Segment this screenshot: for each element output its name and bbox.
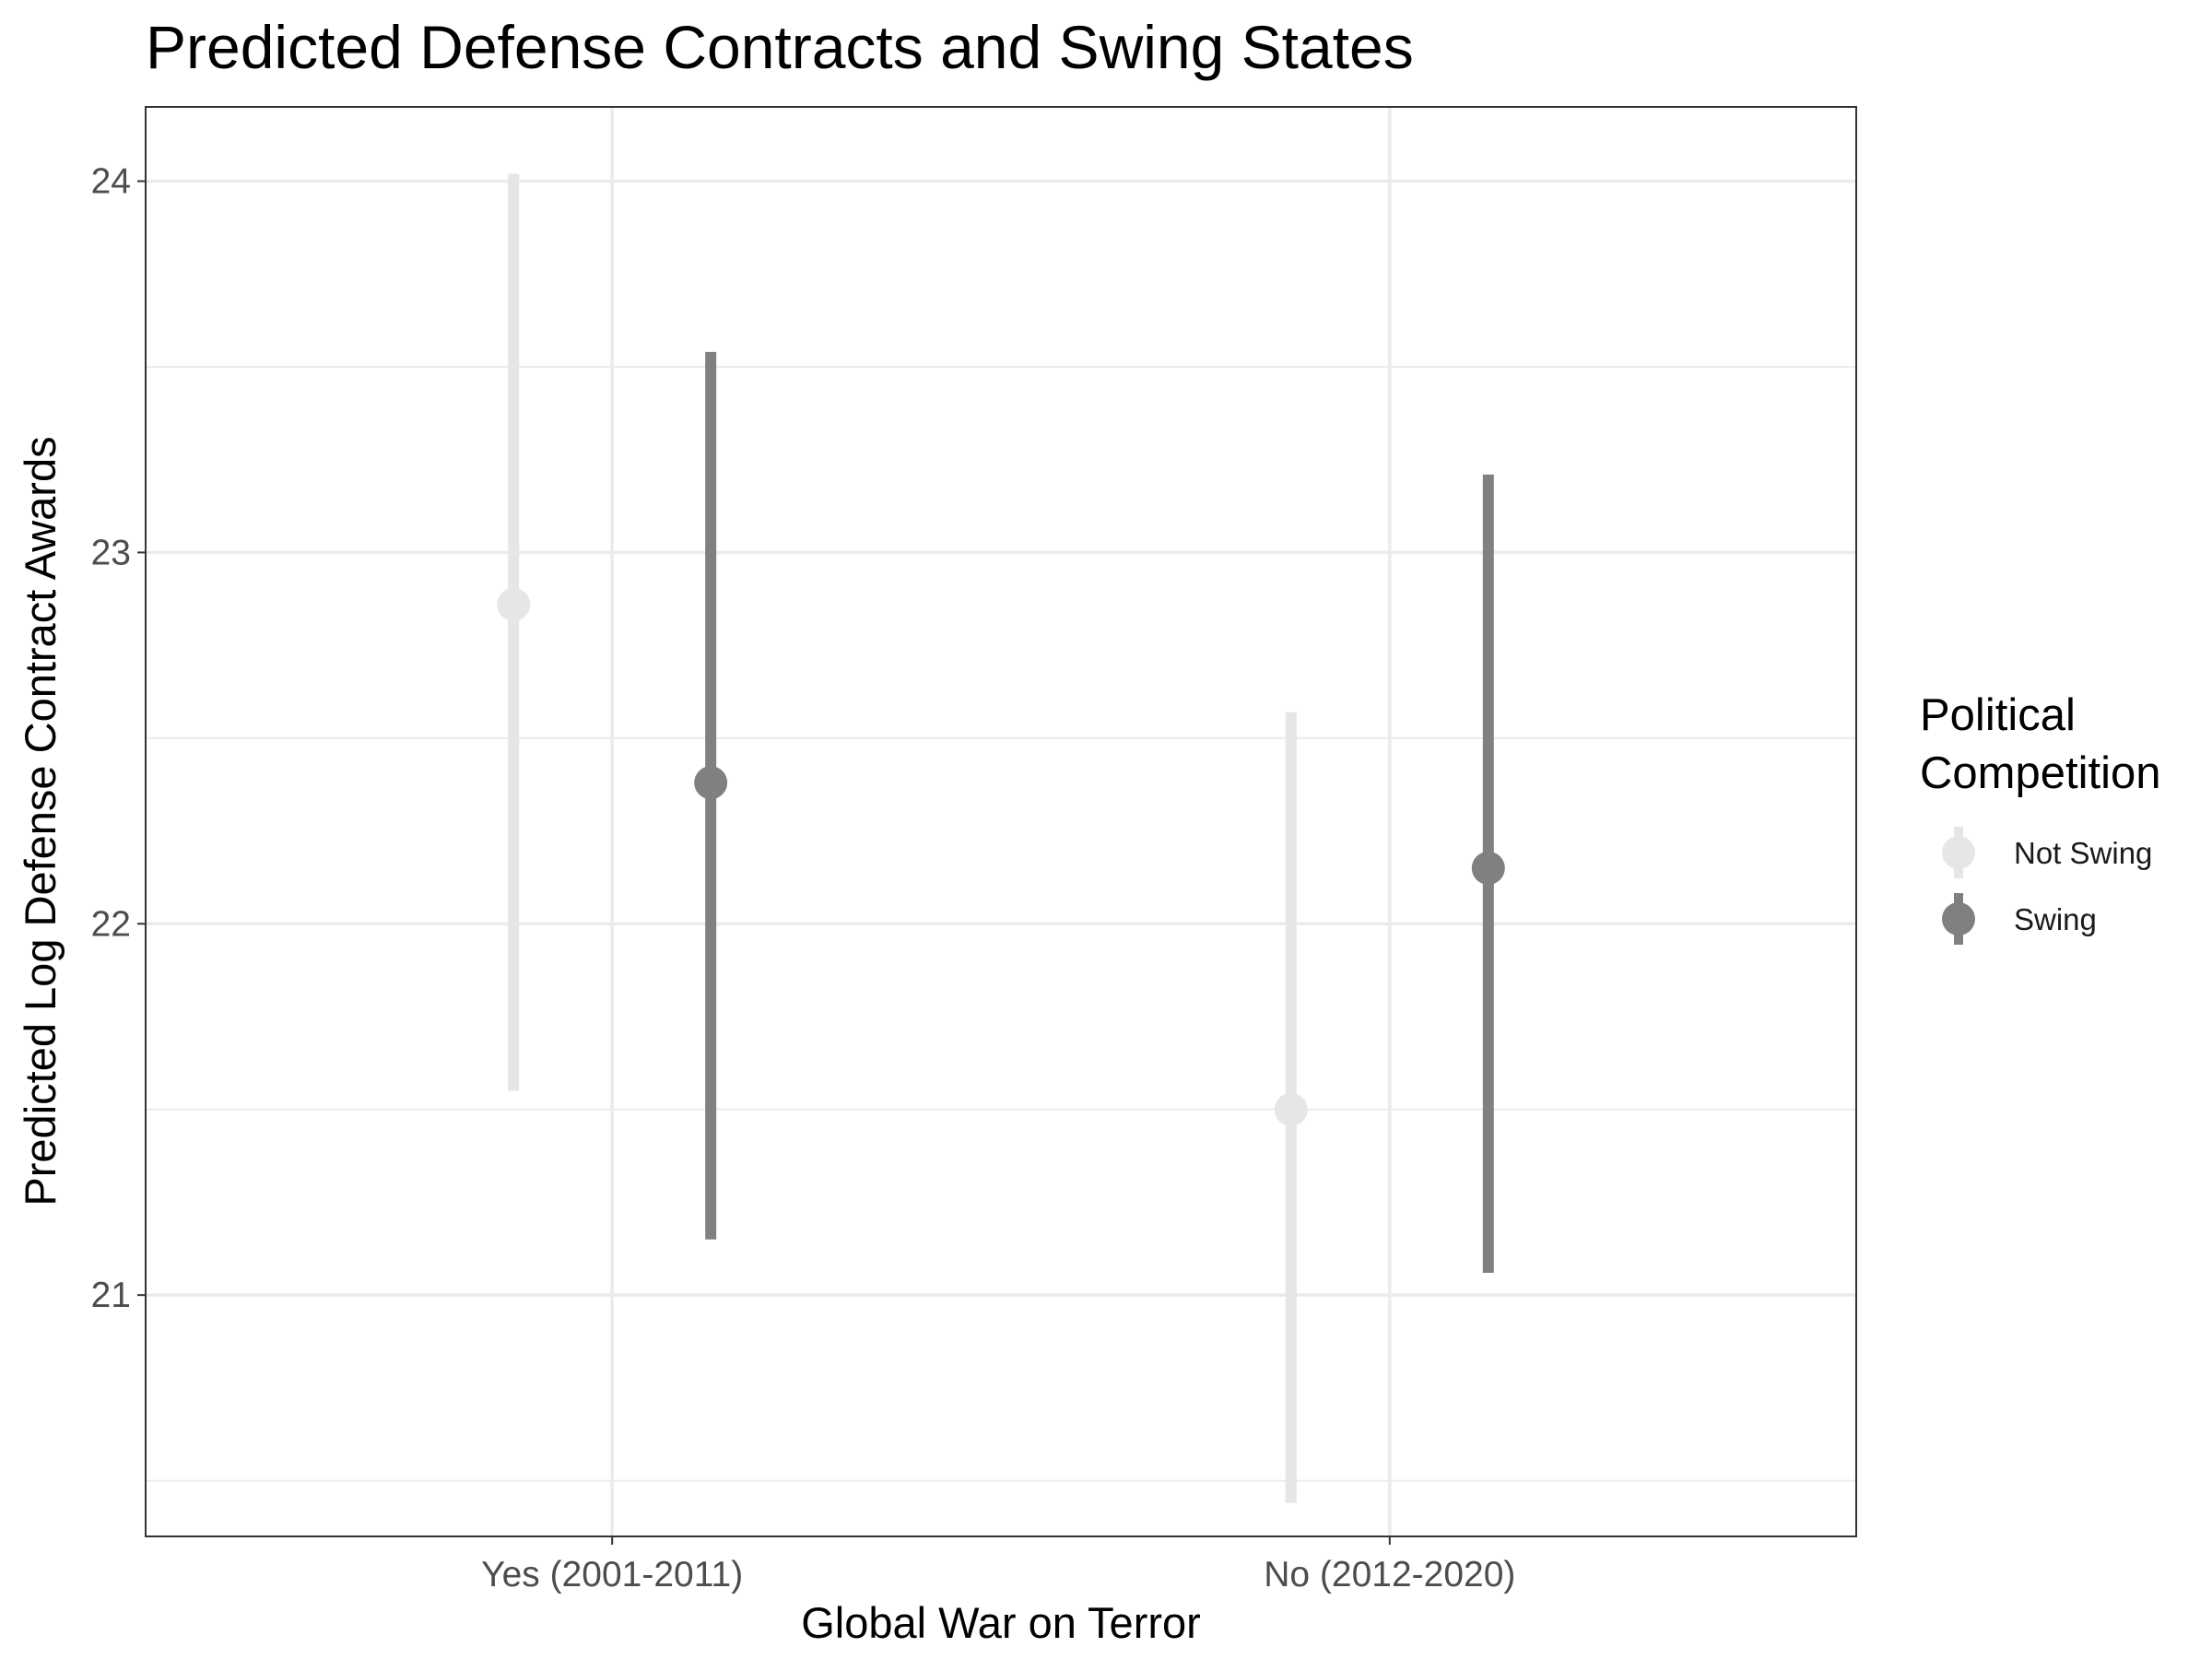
legend-label: Swing <box>2014 902 2097 936</box>
x-tick-label: Yes (2001-2011) <box>481 1555 743 1594</box>
legend-key-point <box>1942 836 1975 869</box>
y-tick-label: 22 <box>91 904 131 944</box>
plot-panel <box>145 106 1857 1537</box>
y-tick-label: 23 <box>91 533 131 572</box>
y-tick-label: 24 <box>91 162 131 202</box>
y-tick-label: 21 <box>91 1276 131 1315</box>
y-axis: 21 22 23 24 <box>91 162 146 1315</box>
data-marks <box>497 173 1505 1503</box>
legend-label: Not Swing <box>2014 836 2152 870</box>
legend-title-line-1: Political <box>1920 690 2076 740</box>
point-estimate <box>1471 851 1505 885</box>
panel-border <box>145 106 1857 1537</box>
panel-background <box>146 107 1856 1536</box>
grid-lines <box>146 107 1856 1536</box>
point-estimate <box>694 766 728 800</box>
chart-title: Predicted Defense Contracts and Swing St… <box>146 13 1414 81</box>
point-estimate <box>497 587 531 621</box>
legend: Political Competition Not Swing Swing <box>1920 690 2160 945</box>
y-axis-title: Predicted Log Defense Contract Awards <box>16 436 65 1206</box>
legend-keys: Not Swing Swing <box>1942 827 2152 945</box>
x-tick-label: No (2012-2020) <box>1264 1555 1515 1594</box>
point-estimate <box>1274 1092 1308 1126</box>
x-axis: Yes (2001-2011) No (2012-2020) <box>481 1536 1515 1594</box>
legend-title-line-2: Competition <box>1920 748 2160 798</box>
x-axis-title: Global War on Terror <box>801 1598 1201 1647</box>
legend-key-point <box>1942 902 1975 935</box>
